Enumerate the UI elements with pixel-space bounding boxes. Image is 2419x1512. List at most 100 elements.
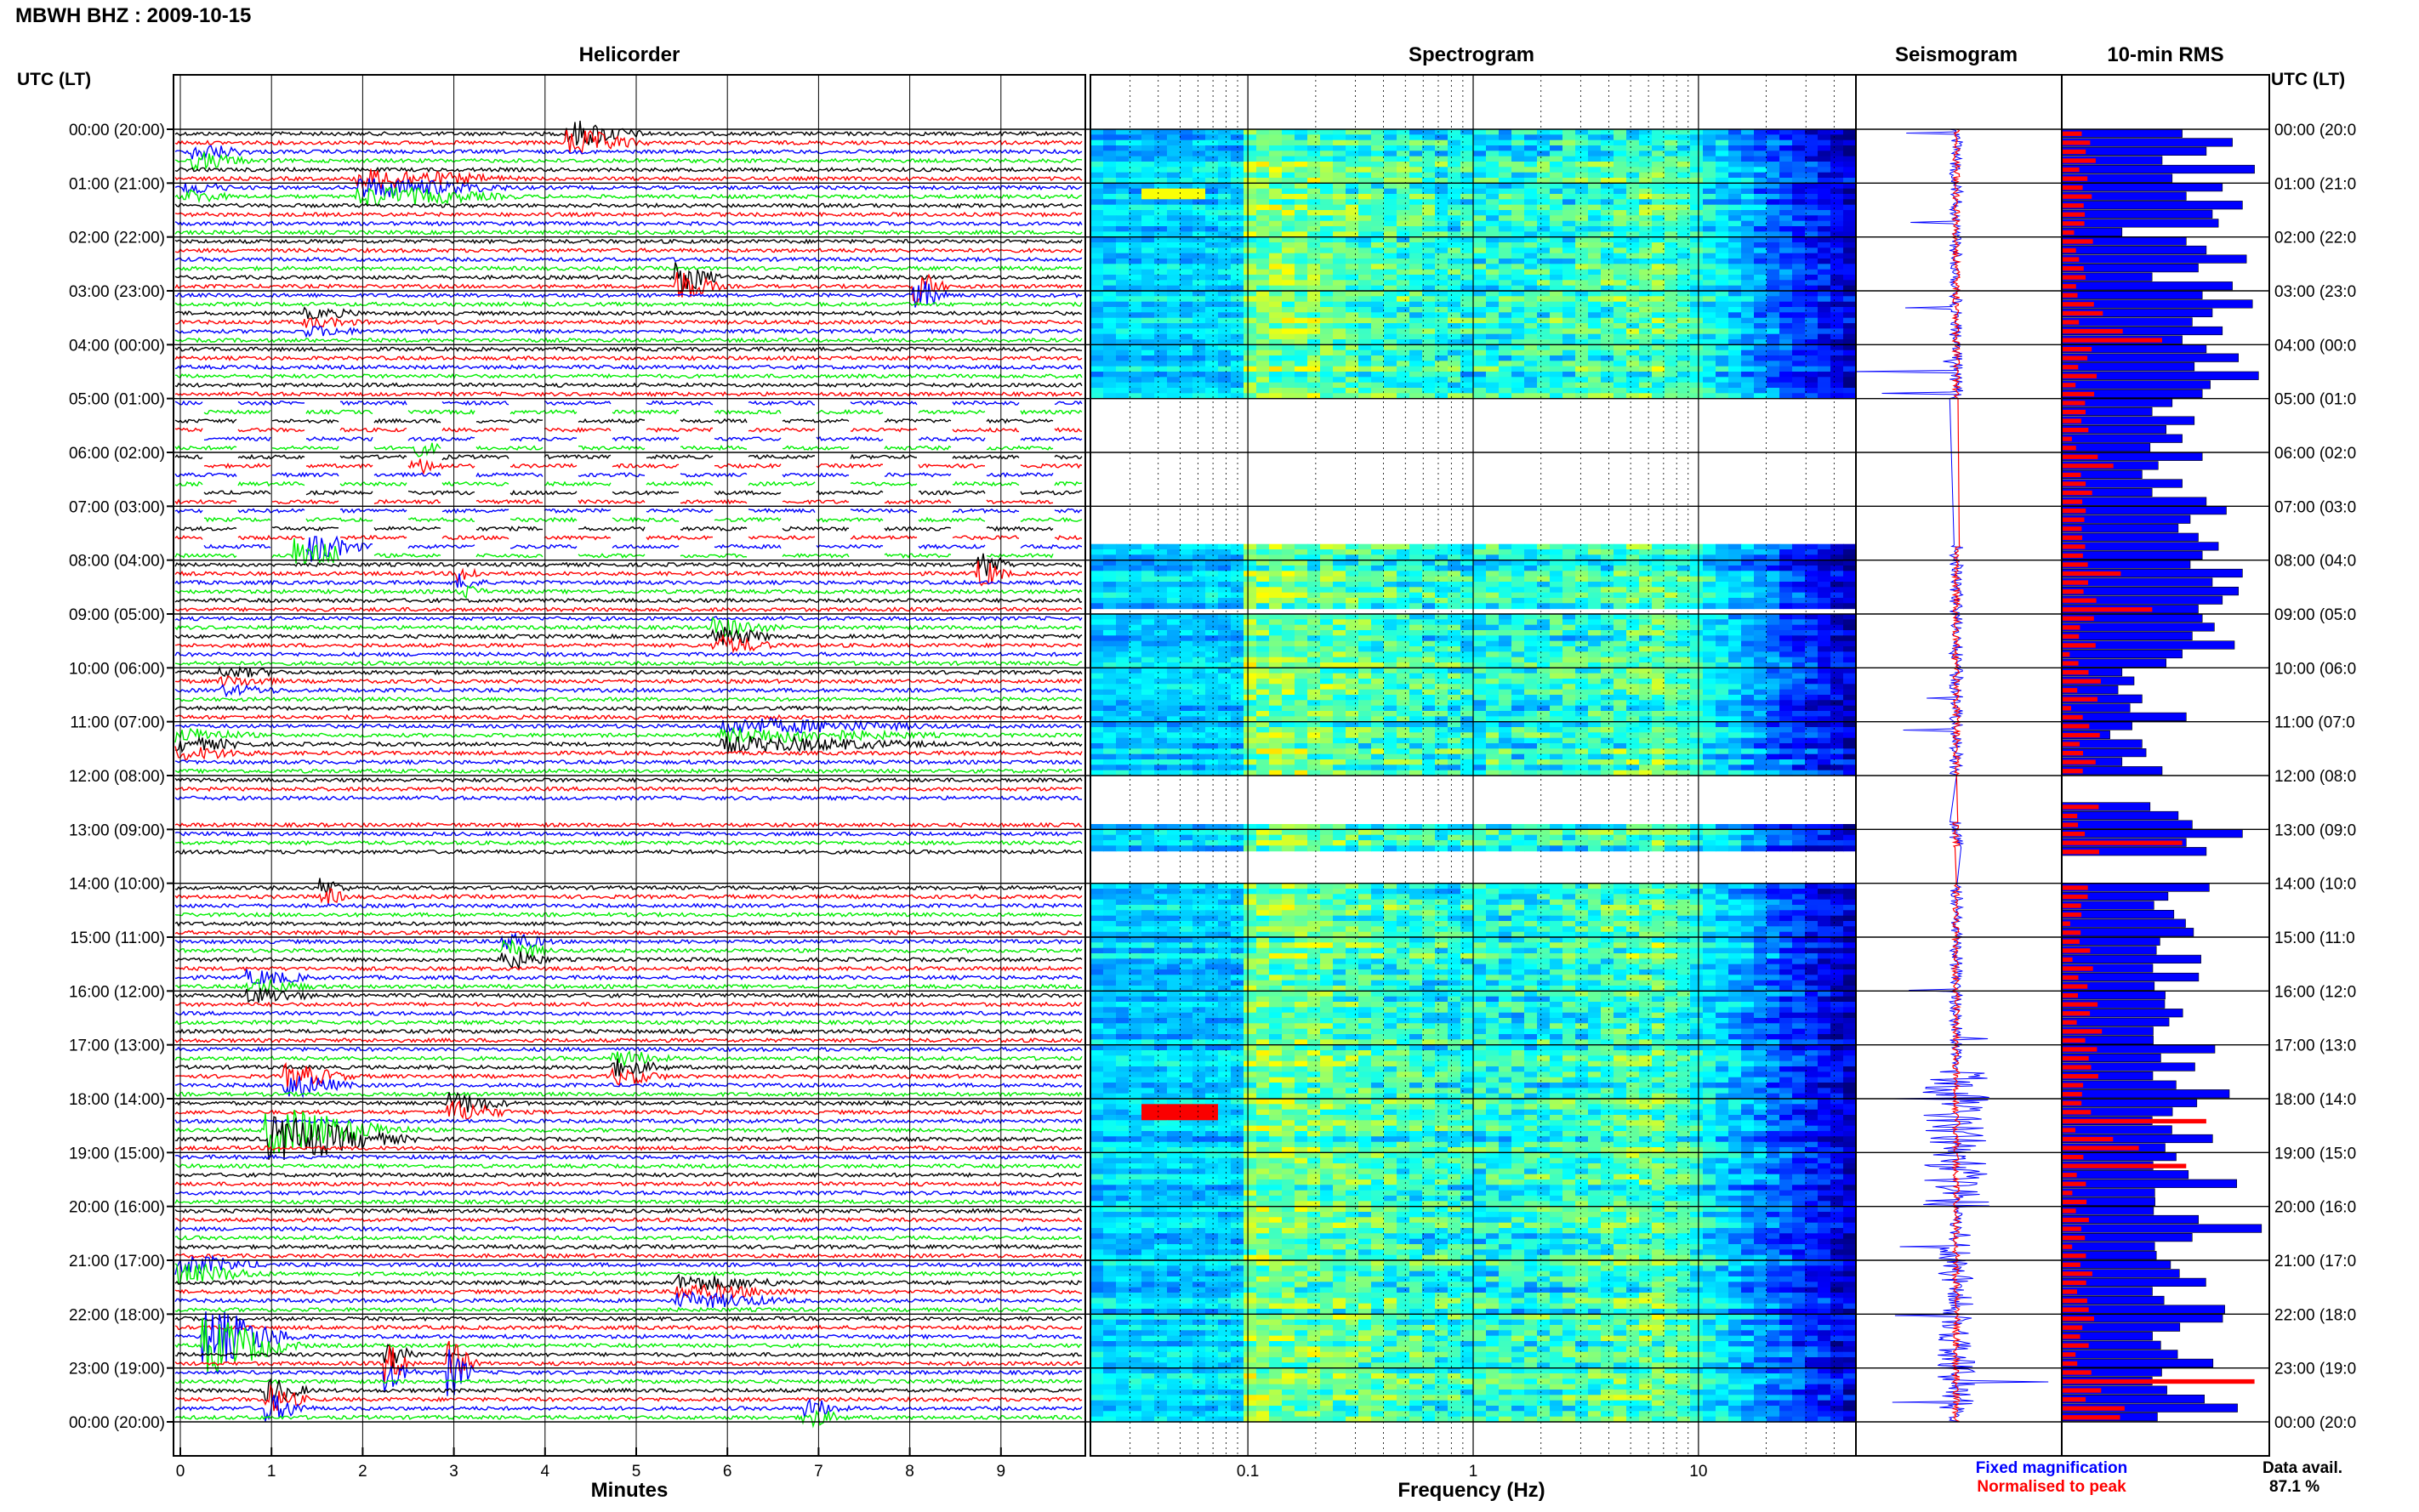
spectrogram-cell <box>1716 549 1729 555</box>
spectrogram-cell <box>1716 231 1729 238</box>
spectrogram-cell <box>1665 543 1678 550</box>
spectrogram-cell <box>1626 619 1640 626</box>
spectrogram-cell <box>1129 695 1142 701</box>
spectrogram-cell <box>1256 220 1270 227</box>
spectrogram-cell <box>1550 220 1563 227</box>
spectrogram-cell <box>1639 151 1653 157</box>
spectrogram-cell <box>1524 673 1538 679</box>
spectrogram-cell <box>1167 307 1181 313</box>
spectrogram-cell <box>1116 220 1130 227</box>
spectrogram-cell <box>1422 183 1436 190</box>
spectrogram-cell <box>1614 598 1627 604</box>
spectrogram-cell <box>1779 172 1793 179</box>
spectrogram-cell <box>1103 145 1117 151</box>
spectrogram-cell <box>1575 285 1589 292</box>
spectrogram-cell <box>1550 689 1563 696</box>
spectrogram-cell <box>1614 156 1627 162</box>
spectrogram-cell <box>1256 603 1270 610</box>
spectrogram-cell <box>1652 215 1665 222</box>
spectrogram-cell <box>1511 285 1525 292</box>
spectrogram-cell <box>1435 129 1449 135</box>
helicorder-trace <box>174 400 1083 406</box>
spectrogram-cell <box>1141 635 1155 642</box>
spectrogram-cell <box>1192 673 1206 679</box>
spectrogram-cell <box>1384 220 1397 227</box>
spectrogram-cell <box>1575 598 1589 604</box>
spectrogram-cell <box>1371 700 1385 707</box>
spectrogram-cell <box>1741 684 1755 691</box>
spectrogram-cell <box>1843 139 1857 146</box>
spectrogram-cell <box>1550 571 1563 577</box>
spectrogram-cell <box>1154 700 1168 707</box>
spectrogram-cell <box>1103 560 1117 566</box>
spectrogram-cell <box>1116 156 1130 162</box>
spectrogram-cell <box>1639 393 1653 400</box>
helicorder-trace <box>174 1343 1083 1368</box>
spectrogram-cell <box>1460 619 1474 626</box>
spectrogram-cell <box>1384 366 1397 372</box>
spectrogram-cell <box>1486 226 1500 232</box>
spectrogram-cell <box>1307 382 1321 389</box>
spectrogram-cell <box>1703 145 1716 151</box>
spectrogram-cell <box>1830 312 1844 319</box>
spectrogram-cell <box>1792 657 1806 663</box>
spectrogram-cell <box>1180 684 1193 691</box>
spectrogram-cell <box>1269 151 1283 157</box>
spectrogram-cell <box>1741 350 1755 356</box>
spectrogram-cell <box>1116 307 1130 313</box>
spectrogram-cell <box>1524 139 1538 146</box>
spectrogram-cell <box>1460 684 1474 691</box>
spectrogram-cell <box>1435 571 1449 577</box>
spectrogram-cell <box>1192 619 1206 626</box>
spectrogram-cell <box>1358 668 1372 674</box>
spectrogram-cell <box>1422 129 1436 135</box>
spectrogram-cell <box>1830 220 1844 227</box>
spectrogram-cell <box>1167 134 1181 141</box>
spectrogram-cell <box>1716 382 1729 389</box>
spectrogram-cell <box>1320 711 1334 717</box>
spectrogram-cell <box>1537 361 1551 367</box>
spectrogram-cell <box>1703 554 1716 561</box>
spectrogram-cell <box>1218 134 1232 141</box>
spectrogram-cell <box>1601 162 1614 168</box>
spectrogram-cell <box>1180 361 1193 367</box>
spectrogram-cell <box>1371 393 1385 400</box>
spectrogram-cell <box>1129 156 1142 162</box>
spectrogram-cell <box>1537 614 1551 620</box>
spectrogram-cell <box>1180 630 1193 636</box>
spectrogram-cell <box>1575 323 1589 329</box>
spectrogram-cell <box>1524 167 1538 173</box>
spectrogram-cell <box>1665 139 1678 146</box>
spectrogram-cell <box>1409 366 1423 372</box>
spectrogram-cell <box>1767 129 1780 135</box>
spectrogram-cell <box>1550 129 1563 135</box>
spectrogram-cell <box>1422 549 1436 555</box>
spectrogram-cell <box>1703 651 1716 658</box>
spectrogram-cell <box>1626 587 1640 594</box>
spectrogram-cell <box>1307 635 1321 642</box>
spectrogram-cell <box>1830 695 1844 701</box>
spectrogram-cell <box>1537 301 1551 308</box>
spectrogram-cell <box>1192 657 1206 663</box>
spectrogram-cell <box>1652 291 1665 297</box>
spectrogram-cell <box>1409 312 1423 319</box>
spectrogram-cell <box>1486 139 1500 146</box>
spectrogram-cell <box>1716 668 1729 674</box>
spectrogram-cell <box>1677 291 1691 297</box>
spectrogram-cell <box>1626 226 1640 232</box>
spectrogram-cell <box>1728 247 1742 254</box>
spectrogram-cell <box>1460 301 1474 308</box>
spectrogram-cell <box>1307 630 1321 636</box>
spectrogram-cell <box>1716 280 1729 287</box>
spectrogram-cell <box>1435 582 1449 588</box>
spectrogram-cell <box>1639 199 1653 206</box>
spectrogram-cell <box>1499 711 1512 717</box>
spectrogram-cell <box>1422 554 1436 561</box>
helicorder-trace <box>174 986 1083 1003</box>
spectrogram-cell <box>1754 285 1767 292</box>
helicorder-trace <box>174 616 1083 638</box>
spectrogram-cell <box>1486 382 1500 389</box>
spectrogram-cell <box>1473 350 1487 356</box>
spectrogram-cell <box>1511 296 1525 303</box>
spectrogram-cell <box>1397 619 1410 626</box>
